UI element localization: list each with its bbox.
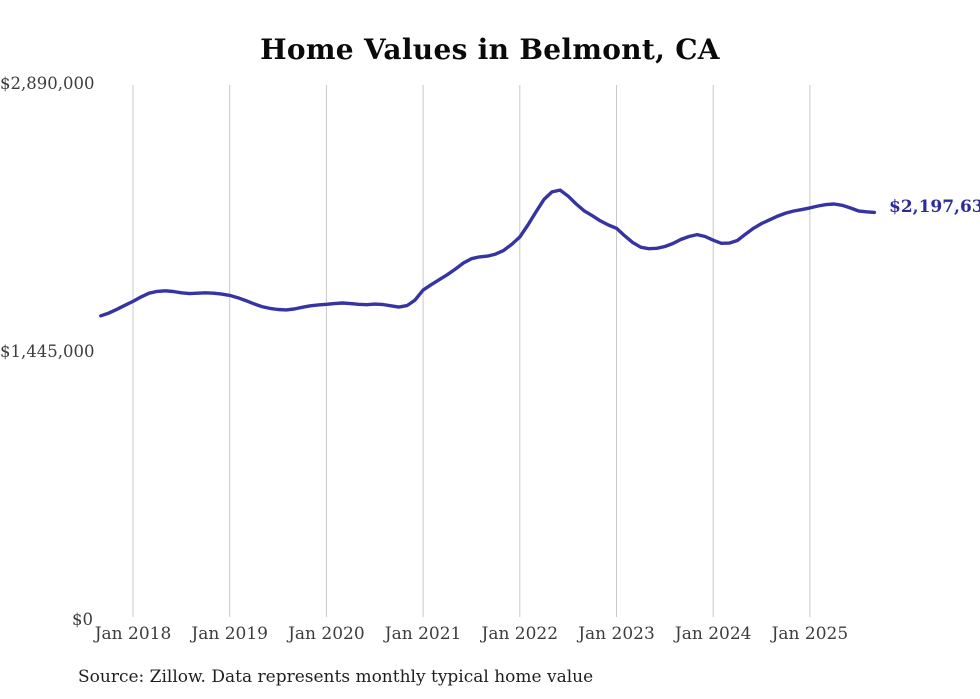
x-tick-label: Jan 2023: [578, 624, 655, 644]
y-tick-label: $1,445,000: [0, 342, 95, 361]
home-value-line: [99, 188, 877, 318]
x-tick-label: Jan 2018: [94, 624, 172, 644]
x-tick-label: Jan 2021: [384, 624, 462, 644]
source-note: Source: Zillow. Data represents monthly …: [78, 667, 594, 687]
latest-value-label: $2,197,632: [889, 197, 980, 218]
x-tick-label: Jan 2022: [481, 624, 559, 644]
x-tick-label: Jan 2025: [771, 624, 849, 644]
chart-title: Home Values in Belmont, CA: [260, 33, 720, 66]
x-tick-label: Jan 2020: [288, 624, 365, 644]
y-tick-label: $0: [72, 610, 93, 629]
y-tick-label: $2,890,000: [0, 74, 95, 93]
x-tick-label: Jan 2024: [674, 624, 752, 644]
x-tick-label: Jan 2019: [191, 624, 268, 644]
